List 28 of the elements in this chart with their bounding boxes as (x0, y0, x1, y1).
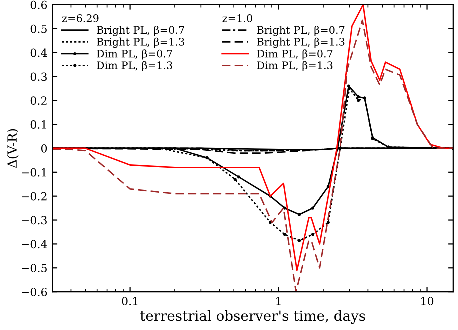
y-tick-label: 0 (41, 144, 48, 153)
y-tick-label: 0.1 (30, 120, 46, 129)
x-tick-label: 1 (276, 297, 281, 306)
text: z=6.29 (62, 14, 99, 22)
x-axis-title: terrestrial observer's time, days (140, 310, 366, 324)
y-tick-label: −0.3 (22, 216, 47, 225)
y-tick-label: −0.6 (22, 288, 48, 296)
y-tick-label: 0.5 (30, 24, 47, 34)
legend-label: Dim PL, β=0.7 (257, 50, 333, 60)
legend-label: Bright PL, β=0.7 (257, 26, 345, 36)
y-tick-label: −0.4 (22, 240, 48, 249)
legend-label: Dim PL, β=1.3 (257, 61, 333, 72)
y-tick-label: −0.5 (22, 264, 47, 273)
legend-label: Dim PL, β=0.7 (96, 50, 172, 60)
y-tick-label: 0.3 (30, 72, 47, 82)
legend-label: Bright PL, β=1.3 (257, 38, 345, 48)
y-axis-title: Δ(V-R) (7, 129, 19, 168)
y-tick-label: 0.4 (30, 48, 48, 58)
y-tick-label: −0.2 (22, 192, 47, 201)
y-tick-label: 0.6 (30, 0, 48, 10)
x-tick-label: 10 (422, 297, 434, 306)
legend-label: Bright PL, β=1.3 (96, 38, 184, 48)
legend-label: Bright PL, β=0.7 (96, 26, 184, 36)
y-tick-label: 0.2 (30, 96, 47, 106)
y-tick-label: −0.1 (22, 168, 46, 177)
text: z=1.0 (222, 14, 252, 22)
legend-label: Dim PL, β=1.3 (96, 61, 172, 72)
x-tick-label: 0.1 (122, 297, 138, 306)
